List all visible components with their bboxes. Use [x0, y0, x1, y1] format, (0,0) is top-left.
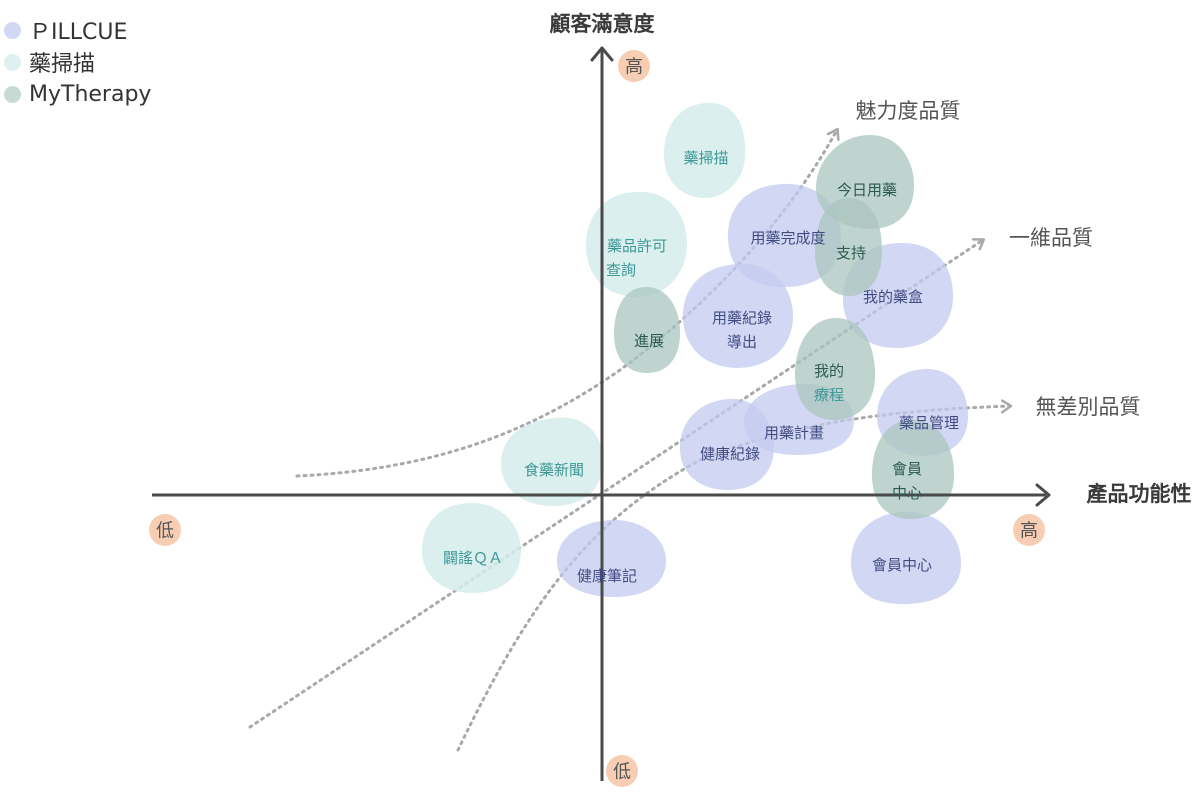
mytherapy-label-course-line1: 我的	[814, 362, 844, 380]
mytherapy-label-course-line2: 療程	[814, 386, 844, 404]
pillcue-label-record-line2: 導出	[727, 333, 757, 351]
pillcue-label-management: 藥品管理	[899, 414, 959, 432]
mytherapy-label-progress: 進展	[634, 332, 664, 350]
mytherapy-label-member-line2: 中心	[892, 484, 922, 502]
scan-label-license-line2: 查詢	[606, 261, 636, 279]
scan-label-rumor-qa: 闢謠ＱＡ	[443, 549, 503, 567]
attractive-quality-label: 魅力度品質	[856, 99, 961, 123]
indifferent-quality-label: 無差別品質	[1036, 395, 1141, 419]
pillcue-label-health-record: 健康紀錄	[700, 445, 760, 463]
pillcue-label-pillbox: 我的藥盒	[863, 288, 923, 306]
scan-label-drug-scan: 藥掃描	[683, 149, 728, 167]
pillcue-label-health-notes: 健康筆記	[577, 567, 637, 585]
x-high-label: 高	[1020, 521, 1038, 542]
scan-label-food-news: 食藥新聞	[524, 461, 584, 479]
scan-blob-rumor-qa	[422, 503, 521, 593]
x-axis-title: 產品功能性	[1087, 482, 1192, 506]
y-high-label: 高	[625, 57, 643, 78]
mytherapy-label-today: 今日用藥	[837, 181, 897, 199]
pillcue-label-record-line1: 用藥紀錄	[712, 309, 772, 327]
mytherapy-label-support: 支持	[836, 244, 866, 262]
x-low-label: 低	[156, 521, 174, 542]
pillcue-blob-health-notes	[557, 520, 666, 597]
mytherapy-blob-progress	[614, 287, 680, 373]
y-low-label: 低	[613, 762, 631, 783]
pillcue-label-plan: 用藥計畫	[764, 424, 824, 442]
scan-label-license-line1: 藥品許可	[607, 237, 667, 255]
pillcue-label-member: 會員中心	[872, 556, 932, 574]
y-axis-title: 顧客滿意度	[550, 12, 655, 36]
pillcue-label-completion: 用藥完成度	[750, 229, 825, 247]
one-dimensional-quality-label: 一維品質	[1009, 226, 1093, 250]
mytherapy-label-member-line1: 會員	[892, 460, 922, 478]
